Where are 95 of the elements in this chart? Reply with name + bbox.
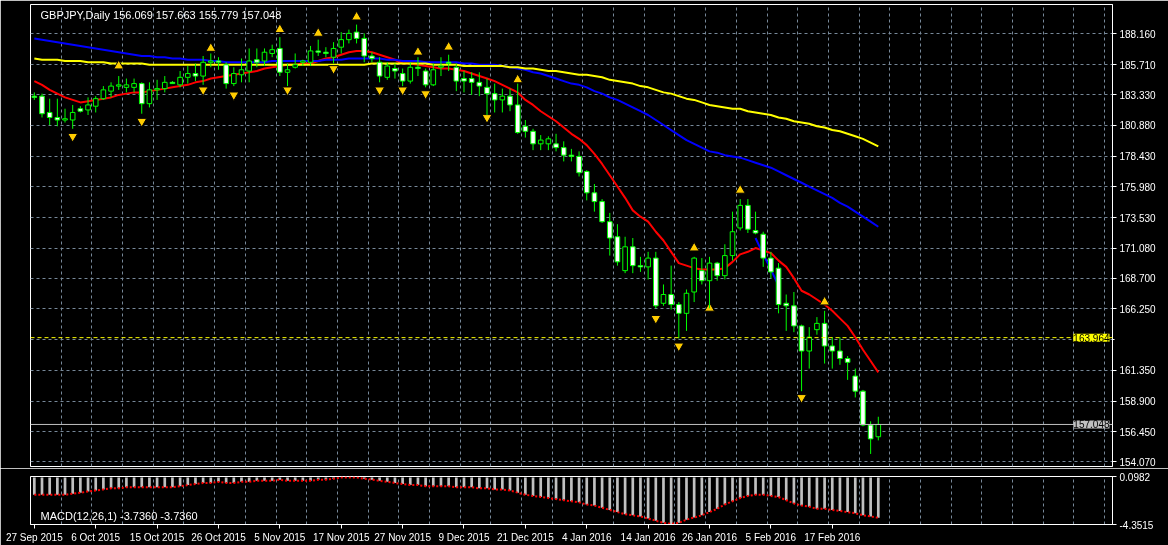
candlestick [361, 32, 368, 63]
candlestick [821, 310, 828, 365]
candlestick [353, 24, 360, 44]
candlestick [599, 198, 605, 224]
y-tick-label: -4.3515 [1119, 519, 1154, 531]
candlestick [438, 56, 444, 77]
x-tick-label: 26 Jan 2016 [681, 531, 738, 543]
candlestick [338, 31, 345, 54]
x-tick-label: 4 Jan 2016 [562, 531, 612, 543]
candlestick [39, 93, 45, 118]
candlestick [69, 104, 76, 130]
x-tick-label: 9 Dec 2015 [438, 531, 490, 543]
y-tick-label: 183.330 [1119, 89, 1157, 101]
line-series [33, 37, 880, 228]
candlestick [85, 96, 91, 116]
candlestick [246, 47, 252, 83]
candlestick [560, 140, 567, 162]
y-tick-label: 161.350 [1119, 365, 1157, 377]
candlestick [837, 336, 843, 366]
y-tick-label: 178.430 [1119, 151, 1157, 163]
candlestick [415, 56, 421, 77]
candlestick [154, 79, 160, 101]
candlestick [484, 78, 490, 116]
y-tick-label: 188.160 [1119, 28, 1157, 40]
candlestick [852, 368, 859, 398]
ref-line-label: 157.048 [1073, 419, 1110, 431]
x-tick-label: 27 Sep 2015 [5, 531, 64, 543]
candlestick [844, 355, 851, 381]
y-tick-label: 173.530 [1119, 212, 1157, 224]
x-tick-label: 27 Nov 2015 [374, 531, 432, 543]
candlestick [369, 51, 375, 63]
candlestick [468, 71, 475, 96]
candlestick [507, 88, 513, 112]
x-tick-label: 21 Dec 2015 [497, 531, 555, 543]
candlestick [576, 150, 582, 177]
candlestick [177, 70, 183, 88]
y-tick-label: 158.900 [1119, 396, 1157, 408]
candlestick [760, 231, 767, 268]
candlestick [645, 251, 651, 280]
candlestick [461, 70, 467, 93]
candlestick [622, 236, 628, 274]
chart-title: GBPJPY,Daily 156.069 157.663 155.779 157.048 [40, 8, 282, 21]
y-tick-label: 175.980 [1119, 181, 1157, 193]
candlestick [238, 57, 245, 83]
candlestick [131, 78, 137, 93]
candlestick [829, 336, 836, 370]
x-tick-label: 15 Oct 2015 [129, 531, 185, 543]
candlestick [530, 128, 536, 151]
candlestick [223, 61, 229, 90]
y-tick-label: 156.450 [1119, 426, 1157, 438]
candlestick [706, 256, 713, 309]
candlestick [392, 63, 398, 80]
candlestick [745, 198, 751, 234]
candlestick [108, 81, 114, 98]
y-tick-label: 168.700 [1119, 273, 1157, 285]
candlestick [668, 265, 674, 311]
candlestick [323, 46, 329, 58]
candlestick [591, 183, 598, 213]
x-tick-label: 14 Jan 2016 [620, 531, 677, 543]
candlestick [699, 257, 705, 285]
candlestick [791, 291, 797, 333]
x-tick-label: 5 Feb 2016 [745, 531, 797, 543]
candlestick [453, 63, 460, 92]
x-tick-label: 26 Oct 2015 [191, 531, 247, 543]
y-tick-label: 166.250 [1119, 303, 1157, 315]
candlestick [300, 59, 306, 67]
x-tick-label: 5 Nov 2015 [254, 531, 306, 543]
candlestick [660, 283, 667, 307]
candlestick [729, 211, 736, 262]
y-tick-label: 171.080 [1119, 243, 1157, 255]
candlestick [254, 47, 260, 68]
text: MACD(12,26,1) -3.7360 -3.7360 [40, 509, 198, 522]
y-tick-label: 154.070 [1119, 456, 1157, 468]
candlestick [62, 108, 68, 124]
x-tick-label: 17 Feb 2016 [804, 531, 861, 543]
x-tick-label: 6 Oct 2015 [71, 531, 121, 543]
candlestick [307, 45, 314, 67]
candlestick [737, 198, 743, 231]
candlestick [814, 316, 820, 336]
y-tick-label: 0.0982 [1119, 471, 1151, 483]
candlestick [476, 71, 483, 97]
candlestick [768, 251, 774, 279]
candlestick [231, 66, 237, 87]
candlestick [553, 133, 559, 152]
y-tick-label: 180.880 [1119, 120, 1157, 132]
x-tick-label: 17 Nov 2015 [312, 531, 371, 543]
line-series [33, 476, 880, 525]
y-tick-label: 185.710 [1119, 59, 1157, 71]
candlestick [676, 301, 682, 339]
candlestick [722, 243, 728, 280]
candlestick [583, 169, 590, 201]
ref-line-label: 163.964 [1073, 332, 1110, 344]
candlestick [683, 288, 690, 332]
candlestick [629, 237, 636, 274]
candlestick [277, 36, 283, 77]
